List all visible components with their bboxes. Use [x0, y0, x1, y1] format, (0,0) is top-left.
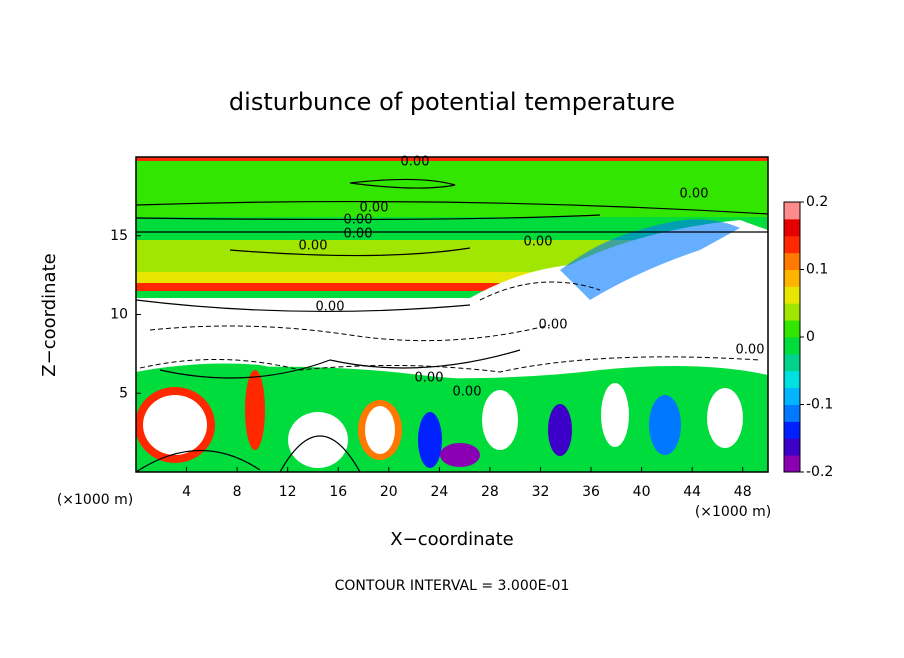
y-axis-label: Z−coordinate [39, 253, 60, 376]
contour-label: 0.00 [316, 300, 345, 315]
x-tick-label: 32 [532, 484, 550, 500]
x-tick-label: 8 [233, 484, 242, 500]
colorbar-band [784, 320, 800, 338]
x-tick-label: 24 [430, 484, 448, 500]
x-axis-label: X−coordinate [390, 529, 513, 550]
x-tick-label: 4 [182, 484, 191, 500]
contour-label: 0.00 [539, 318, 568, 333]
contour-label: 0.00 [453, 385, 482, 400]
x-tick-label: 40 [633, 484, 651, 500]
contour-label: 0.00 [415, 371, 444, 386]
y-tick-label: 10 [110, 307, 128, 323]
colorbar-band [784, 286, 800, 304]
x-tick-label: 44 [683, 484, 701, 500]
contour-label: 0.00 [360, 201, 389, 216]
colorbar-band [784, 218, 800, 237]
colorbar-band [784, 337, 800, 355]
x-tick-label: 48 [734, 484, 752, 500]
x-tick-label: 36 [582, 484, 600, 500]
contour-label: 0.00 [524, 235, 553, 250]
colorbar-tick-label: -0.2 [806, 464, 833, 480]
colorbar-band [784, 202, 800, 220]
x-tick-label: 16 [329, 484, 347, 500]
colorbar-band [784, 455, 800, 473]
colorbar-band [784, 235, 800, 254]
x-unit: (×1000 m) [695, 504, 771, 520]
contour-label: 0.00 [344, 213, 373, 228]
colorbar-tick-label: 0.1 [806, 262, 828, 278]
contour-label: 0.00 [680, 187, 709, 202]
colorbar-band [784, 252, 800, 270]
colorbar-band [784, 303, 800, 321]
colorbar-band [784, 421, 800, 439]
x-tick-label: 28 [481, 484, 499, 500]
colorbar-band [784, 438, 800, 456]
contour-label: 0.00 [344, 227, 373, 242]
x-tick-label: 20 [380, 484, 398, 500]
contour-label: 0.00 [736, 343, 765, 358]
x-tick-label: 12 [279, 484, 297, 500]
colorbar-band [784, 269, 800, 287]
contour-label: 0.00 [401, 155, 430, 170]
contour-label: 0.00 [299, 239, 328, 254]
chart-title: disturbunce of potential temperature [229, 88, 675, 116]
y-tick-label: 5 [119, 385, 128, 401]
colorbar-band [784, 370, 800, 389]
y-tick-label: 15 [110, 228, 128, 244]
footnote: CONTOUR INTERVAL = 3.000E-01 [335, 578, 570, 594]
z-unit: (×1000 m) [57, 492, 133, 508]
colorbar-band [784, 387, 800, 405]
field [136, 157, 768, 472]
colorbar-band [784, 353, 800, 372]
colorbar-tick-label: 0.2 [806, 194, 828, 210]
colorbar-tick-label: 0 [806, 329, 815, 345]
colorbar-band [784, 404, 800, 422]
colorbar-tick-label: -0.1 [806, 397, 833, 413]
